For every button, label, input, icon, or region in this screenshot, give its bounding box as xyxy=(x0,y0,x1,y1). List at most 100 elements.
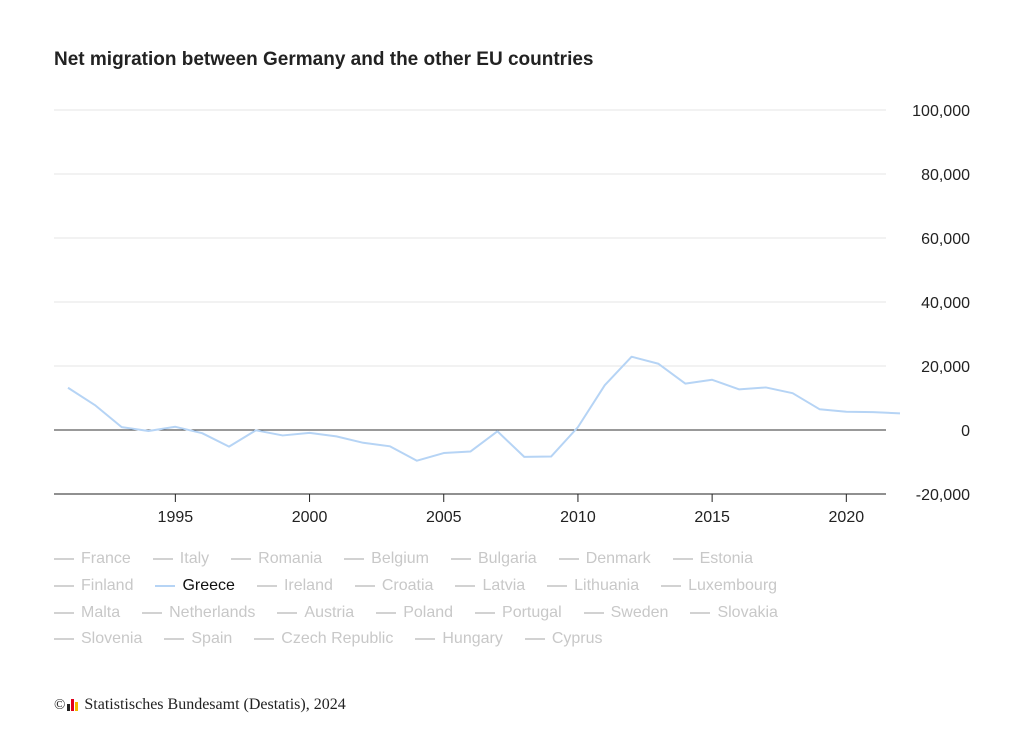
legend-item-austria[interactable]: Austria xyxy=(277,604,354,622)
legend-swatch xyxy=(54,638,74,641)
legend-swatch xyxy=(164,638,185,641)
legend-swatch xyxy=(354,585,375,588)
legend-item-finland[interactable]: Finland xyxy=(54,577,133,595)
y-tick-labels: -20,000 0 20,000 40,000 60,000 80,000 100,000 xyxy=(912,103,970,504)
legend-swatch xyxy=(450,558,471,561)
legend-item-bulgaria[interactable]: Bulgaria xyxy=(450,550,537,568)
legend-item-hungary[interactable]: Hungary xyxy=(415,630,503,648)
y-tick-label: 80,000 xyxy=(921,167,970,184)
legend-label: Austria xyxy=(304,603,355,621)
legend-item-ireland[interactable]: Ireland xyxy=(256,577,333,595)
legend-item-sweden[interactable]: Sweden xyxy=(583,603,669,622)
legend-label: Ireland xyxy=(283,577,333,595)
legend-swatch xyxy=(54,611,74,614)
legend-label: Poland xyxy=(403,603,454,621)
legend-item-malta[interactable]: Malta xyxy=(54,604,120,622)
legend-item-spain[interactable]: Spain xyxy=(164,630,232,648)
legend-swatch xyxy=(455,585,476,588)
legend-swatch xyxy=(155,585,176,588)
gridlines xyxy=(54,109,886,367)
y-tick-label: 0 xyxy=(961,423,970,440)
legend-swatch xyxy=(344,558,365,561)
legend-label: Cyprus xyxy=(551,630,603,648)
legend-item-luxembourg[interactable]: Luxembourg xyxy=(661,577,777,595)
legend-label: Greece xyxy=(182,577,235,595)
legend-label: Belgium xyxy=(371,550,429,568)
legend-item-italy[interactable]: Italy xyxy=(152,550,210,568)
legend-label: Latvia xyxy=(482,577,526,595)
legend-swatch xyxy=(277,611,298,614)
legend-label: Netherlands xyxy=(169,603,256,621)
legend-item-greece[interactable]: Greece xyxy=(155,577,235,595)
legend-item-france[interactable]: France xyxy=(54,550,131,568)
legend-item-denmark[interactable]: Denmark xyxy=(558,550,651,568)
legend-label: France xyxy=(81,550,131,568)
series-line-greece xyxy=(67,355,901,462)
y-tick-label: 60,000 xyxy=(921,231,970,248)
legend-label: Bulgaria xyxy=(477,550,537,568)
legend-label: Estonia xyxy=(699,550,753,568)
source-text: Statistisches Bundesamt (Destatis), 2024 xyxy=(84,696,346,713)
y-tick-label: 40,000 xyxy=(921,295,970,312)
legend-label: Denmark xyxy=(585,550,651,568)
legend-swatch xyxy=(690,611,711,614)
legend-swatch xyxy=(415,638,436,641)
legend-label: Malta xyxy=(81,603,121,621)
legend-label: Portugal xyxy=(502,603,562,621)
legend-item-portugal[interactable]: Portugal xyxy=(475,604,562,622)
legend-swatch xyxy=(475,611,496,614)
series-lines xyxy=(67,355,901,462)
x-tick-label: 2005 xyxy=(426,509,462,526)
legend-item-belgium[interactable]: Belgium xyxy=(344,550,429,568)
legend-label: Czech Republic xyxy=(281,630,394,648)
legend-label: Italy xyxy=(179,550,210,568)
legend-label: Spain xyxy=(191,630,233,648)
legend-swatch xyxy=(54,558,74,561)
legend-swatch xyxy=(558,558,579,561)
x-tick-label: 2000 xyxy=(292,509,328,526)
legend-item-croatia[interactable]: Croatia xyxy=(354,577,434,595)
legend-label: Slovakia xyxy=(717,603,778,621)
copyright-symbol: © xyxy=(54,696,66,713)
legend-swatch xyxy=(152,558,173,561)
x-tick-label: 2010 xyxy=(560,509,596,526)
legend-swatch xyxy=(256,585,277,588)
legend-item-estonia[interactable]: Estonia xyxy=(672,550,753,568)
x-tick-label: 1995 xyxy=(158,509,194,526)
legend: France Italy Romania Belgium Bulgaria Denmark… xyxy=(54,546,914,653)
logo-bar xyxy=(71,699,75,711)
legend-item-latvia[interactable]: Latvia xyxy=(455,577,525,595)
legend-label: Croatia xyxy=(381,577,434,595)
axes xyxy=(54,429,886,502)
y-tick-label: 20,000 xyxy=(921,359,970,376)
x-tick-label: 2020 xyxy=(829,509,865,526)
legend-item-cyprus[interactable]: Cyprus xyxy=(524,630,603,648)
chart-title: Net migration between Germany and the ot… xyxy=(54,49,594,70)
legend-item-netherlands[interactable]: Netherlands xyxy=(142,604,255,622)
destatis-logo-icon xyxy=(67,699,79,711)
legend-label: Romania xyxy=(258,550,323,568)
legend-swatch xyxy=(54,585,74,588)
legend-item-slovakia[interactable]: Slovakia xyxy=(690,603,778,622)
legend-label: Sweden xyxy=(610,603,669,621)
legend-label: Luxembourg xyxy=(688,577,778,595)
legend-swatch xyxy=(376,611,397,614)
legend-row: Slovenia Spain Czech Republic Hungary Cyprus xyxy=(54,626,914,653)
legend-row: Finland Greece Ireland Croatia Latvia Lithuan… xyxy=(54,573,914,600)
legend-label: Lithuania xyxy=(574,577,640,595)
x-tick-label: 2015 xyxy=(694,509,730,526)
logo-bar xyxy=(75,702,79,711)
legend-item-romania[interactable]: Romania xyxy=(231,550,322,568)
legend-swatch xyxy=(524,638,545,641)
legend-item-czech-republic[interactable]: Czech Republic xyxy=(254,630,393,648)
logo-bar xyxy=(67,704,71,711)
legend-item-poland[interactable]: Poland xyxy=(376,604,453,622)
legend-label: Slovenia xyxy=(81,630,143,648)
legend-row: France Italy Romania Belgium Bulgaria Denmark… xyxy=(54,546,914,573)
legend-item-slovenia[interactable]: Slovenia xyxy=(54,630,142,648)
legend-label: Finland xyxy=(81,577,134,595)
footer-source: © Statistisches Bundesamt (Destatis), 20… xyxy=(54,696,346,714)
legend-swatch xyxy=(661,585,682,588)
legend-swatch xyxy=(672,558,693,561)
legend-item-lithuania[interactable]: Lithuania xyxy=(547,577,639,595)
